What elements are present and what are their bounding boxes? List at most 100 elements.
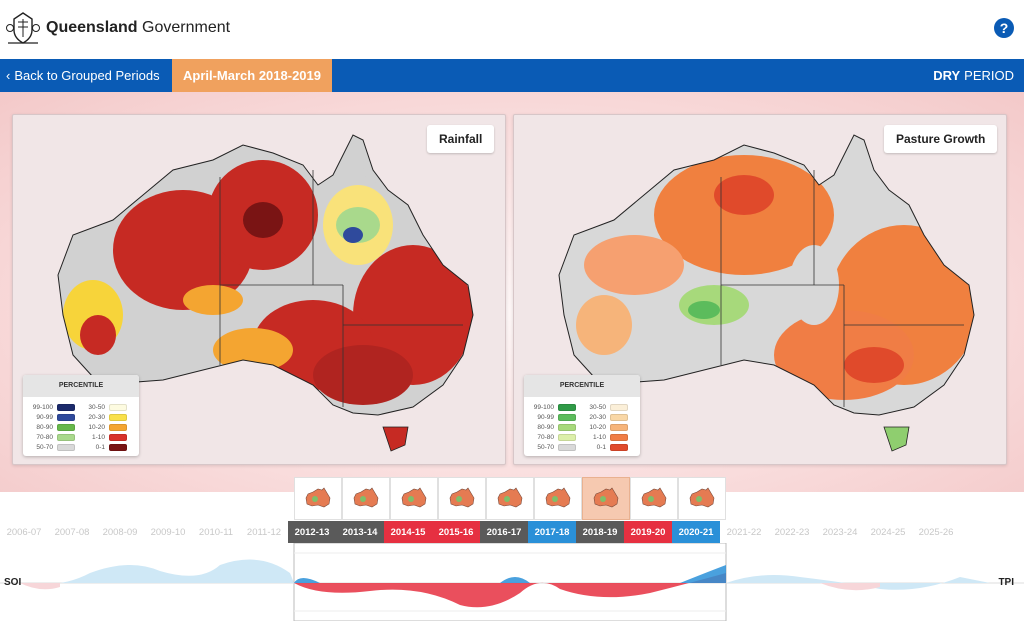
year-cell-2014-15[interactable]: 2014-15 <box>384 521 432 543</box>
year-strip: 2006-07 2007-08 2008-09 2009-10 2010-11 2011-… <box>0 521 1024 543</box>
year-thumbnail-2017-18[interactable] <box>534 477 582 520</box>
nav-bar: ‹ Back to Grouped Periods April-March 20… <box>0 59 1024 92</box>
legend-swatch <box>558 424 576 431</box>
year-thumbnail-2016-17[interactable] <box>486 477 534 520</box>
legend-label: 80-90 <box>36 424 53 431</box>
legend-swatch <box>57 434 75 441</box>
year-cell-2007-08[interactable]: 2007-08 <box>54 526 90 538</box>
pasture-map-panel: Pasture Growth PERCENTILE 99-100 90-99 80-… <box>513 114 1007 465</box>
year-cell-2011-12[interactable]: 2011-12 <box>246 526 282 538</box>
legend-swatch <box>558 414 576 421</box>
back-to-grouped-periods-button[interactable]: ‹ Back to Grouped Periods <box>0 59 172 92</box>
year-cell-2006-07[interactable]: 2006-07 <box>6 526 42 538</box>
legend-label: 80-90 <box>537 424 554 431</box>
year-cell-2008-09[interactable]: 2008-09 <box>102 526 138 538</box>
pasture-growth-title: Pasture Growth <box>884 125 998 153</box>
year-cell-2019-20[interactable]: 2019-20 <box>624 521 672 543</box>
legend-swatch <box>558 404 576 411</box>
legend-label: 70-80 <box>36 434 53 441</box>
legend-label: 0-1 <box>95 444 105 451</box>
coat-of-arms-icon <box>6 12 40 44</box>
year-cell-2023-24[interactable]: 2023-24 <box>822 526 858 538</box>
tpi-label: TPI <box>998 577 1014 588</box>
legend-entry: 70-80 <box>31 433 75 442</box>
legend-entry: 50-70 <box>31 443 75 452</box>
legend-swatch <box>610 444 628 451</box>
legend-heading: PERCENTILE <box>524 375 640 397</box>
year-cell-2013-14[interactable]: 2013-14 <box>336 521 384 543</box>
legend-entry: 50-70 <box>532 443 576 452</box>
brand-logo[interactable]: Queensland Government <box>6 10 230 46</box>
legend-entry: 10-20 <box>83 423 127 432</box>
legend-label: 99-100 <box>533 404 554 411</box>
legend-heading: PERCENTILE <box>23 375 139 397</box>
legend-swatch <box>57 414 75 421</box>
australia-map-icon <box>449 487 475 507</box>
legend-column-high: 99-100 90-99 80-90 70-80 50-70 <box>532 403 576 452</box>
legend-label: 99-100 <box>32 404 53 411</box>
year-cell-2015-16[interactable]: 2015-16 <box>432 521 480 543</box>
legend-swatch <box>610 424 628 431</box>
legend-label: 30-50 <box>88 404 105 411</box>
legend-entry: 90-99 <box>31 413 75 422</box>
year-thumbnails <box>294 477 726 520</box>
legend-swatch <box>109 444 127 451</box>
legend-entry: 1-10 <box>83 433 127 442</box>
year-thumbnail-2012-13[interactable] <box>294 477 342 520</box>
legend-label: 50-70 <box>36 444 53 451</box>
year-thumbnail-2014-15[interactable] <box>390 477 438 520</box>
legend-swatch <box>57 424 75 431</box>
legend-entry: 10-20 <box>584 423 628 432</box>
year-thumbnail-2015-16[interactable] <box>438 477 486 520</box>
legend-label: 10-20 <box>589 424 606 431</box>
dry-period-label: DRY PERIOD <box>933 68 1014 83</box>
year-cell-2020-21[interactable]: 2020-21 <box>672 521 720 543</box>
australia-map-icon <box>593 487 619 507</box>
legend-swatch <box>109 434 127 441</box>
rainfall-map[interactable] <box>13 115 506 465</box>
legend-swatch <box>610 414 628 421</box>
year-thumbnail-2020-21[interactable] <box>678 477 726 520</box>
soi-tpi-chart[interactable] <box>0 543 1024 621</box>
legend-swatch <box>610 404 628 411</box>
chevron-left-icon: ‹ <box>6 68 11 83</box>
australia-map-icon <box>689 487 715 507</box>
rainfall-title: Rainfall <box>427 125 495 153</box>
rainfall-map-panel: Rainfall PERCENTILE 99-100 90-99 80-90 70-8… <box>12 114 506 465</box>
year-cell-2024-25[interactable]: 2024-25 <box>870 526 906 538</box>
legend-label: 30-50 <box>589 404 606 411</box>
legend-entry: 30-50 <box>83 403 127 412</box>
legend-label: 90-99 <box>36 414 53 421</box>
australia-map-icon <box>545 487 571 507</box>
year-thumbnail-2019-20[interactable] <box>630 477 678 520</box>
year-thumbnail-2018-19[interactable] <box>582 477 630 520</box>
year-cell-2021-22[interactable]: 2021-22 <box>726 526 762 538</box>
year-cell-2017-18[interactable]: 2017-18 <box>528 521 576 543</box>
year-thumbnail-2013-14[interactable] <box>342 477 390 520</box>
legend-swatch <box>558 444 576 451</box>
legend-entry: 90-99 <box>532 413 576 422</box>
year-cell-2010-11[interactable]: 2010-11 <box>198 526 234 538</box>
australia-map-icon <box>641 487 667 507</box>
top-bar: Queensland Government ? <box>0 0 1024 59</box>
pasture-legend: PERCENTILE 99-100 90-99 80-90 70-80 50-70 30… <box>524 375 640 456</box>
legend-label: 0-1 <box>596 444 606 451</box>
year-cell-2016-17[interactable]: 2016-17 <box>480 521 528 543</box>
help-icon[interactable]: ? <box>994 18 1014 38</box>
legend-label: 20-30 <box>88 414 105 421</box>
year-cell-2025-26[interactable]: 2025-26 <box>918 526 954 538</box>
brand-name: Queensland Government <box>46 19 231 36</box>
year-cell-2022-23[interactable]: 2022-23 <box>774 526 810 538</box>
legend-label: 20-30 <box>589 414 606 421</box>
period-tab[interactable]: April-March 2018-2019 <box>172 59 332 92</box>
legend-label: 1-10 <box>91 434 105 441</box>
year-cell-2018-19[interactable]: 2018-19 <box>576 521 624 543</box>
content-area: Rainfall PERCENTILE 99-100 90-99 80-90 70-8… <box>0 92 1024 492</box>
pasture-growth-map[interactable] <box>514 115 1007 465</box>
legend-entry: 20-30 <box>584 413 628 422</box>
legend-label: 1-10 <box>592 434 606 441</box>
year-cell-2009-10[interactable]: 2009-10 <box>150 526 186 538</box>
year-cell-2012-13[interactable]: 2012-13 <box>288 521 336 543</box>
australia-map-icon <box>305 487 331 507</box>
legend-entry: 99-100 <box>532 403 576 412</box>
